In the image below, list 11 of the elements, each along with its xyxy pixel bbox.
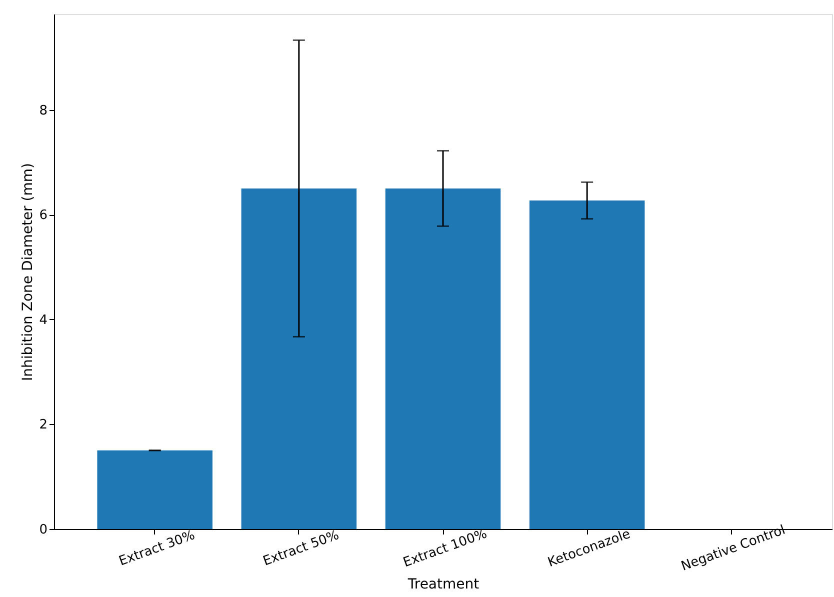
y-axis-title: Inhibition Zone Diameter (mm) [20,163,36,381]
y-tick-label: 8 [39,103,48,118]
bar [385,188,501,529]
bar [529,200,645,529]
bar [97,450,212,529]
y-tick-label: 0 [39,522,48,538]
y-tick-label: 2 [39,418,48,433]
y-tick-label: 4 [39,312,48,328]
x-axis-title: Treatment [406,576,480,592]
y-tick-label: 6 [39,208,48,224]
bar [241,188,357,529]
